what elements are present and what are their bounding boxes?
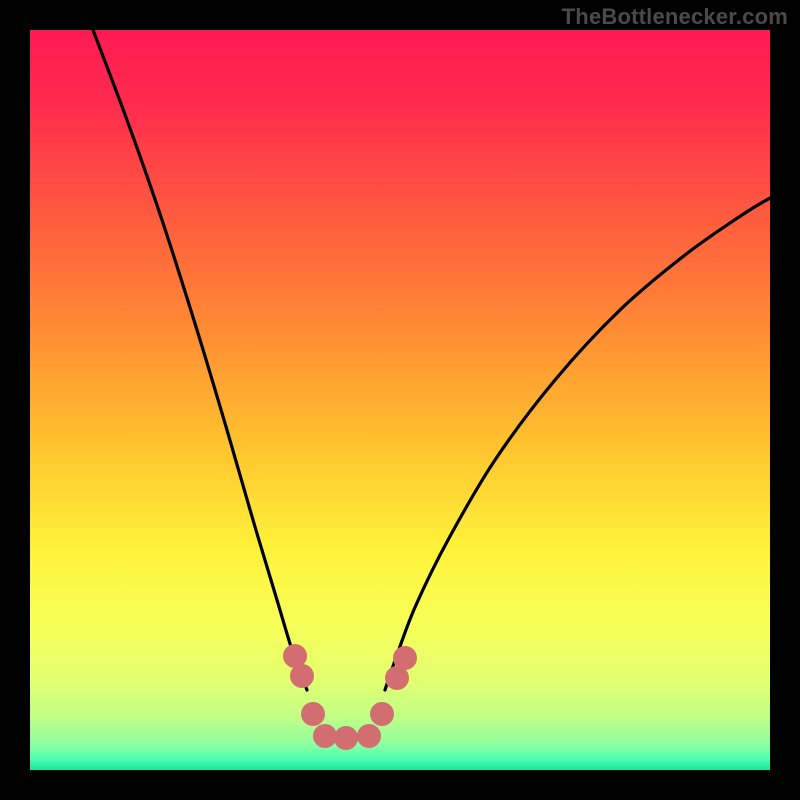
watermark-text: TheBottlenecker.com (562, 4, 788, 30)
marker-point (301, 702, 325, 726)
marker-point (393, 646, 417, 670)
chart-overlay (30, 30, 770, 770)
curve-left (93, 30, 307, 690)
marker-point (370, 702, 394, 726)
plot-area (30, 30, 770, 770)
curve-right (385, 198, 770, 690)
chart-frame: TheBottlenecker.com (0, 0, 800, 800)
marker-point (357, 724, 381, 748)
marker-group (283, 644, 417, 750)
marker-point (334, 726, 358, 750)
marker-point (313, 724, 337, 748)
marker-point (290, 664, 314, 688)
